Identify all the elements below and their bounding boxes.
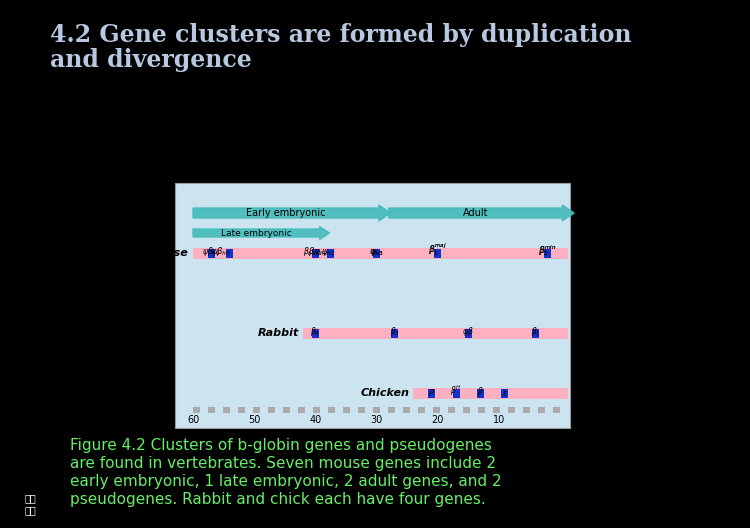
Text: $\beta_3$: $\beta_3$	[390, 325, 400, 338]
FancyBboxPatch shape	[523, 407, 530, 413]
FancyBboxPatch shape	[388, 407, 394, 413]
FancyBboxPatch shape	[283, 407, 290, 413]
Text: Rabbit: Rabbit	[258, 328, 299, 338]
FancyBboxPatch shape	[193, 407, 200, 413]
Text: $\beta_1$: $\beta_1$	[531, 325, 541, 338]
Text: pseudogenes. Rabbit and chick each have four genes.: pseudogenes. Rabbit and chick each have …	[70, 492, 486, 507]
Text: $\beta_2^{min}$: $\beta_2^{min}$	[538, 243, 557, 259]
Polygon shape	[193, 227, 329, 240]
FancyBboxPatch shape	[465, 328, 472, 337]
FancyBboxPatch shape	[478, 407, 484, 413]
FancyBboxPatch shape	[544, 249, 551, 258]
Text: 60: 60	[187, 415, 200, 425]
Text: $\beta_{h1}\psi_{h2}$: $\beta_{h1}\psi_{h2}$	[303, 246, 328, 259]
Text: Early embryonic: Early embryonic	[246, 208, 326, 218]
Text: 20: 20	[431, 415, 444, 425]
Text: $\psi \beta_{h0}$: $\psi \beta_{h0}$	[211, 246, 230, 259]
Text: $\beta_4$: $\beta_4$	[310, 325, 320, 338]
FancyBboxPatch shape	[428, 389, 435, 398]
Text: $\varepsilon$: $\varepsilon$	[502, 390, 508, 399]
Text: and divergence: and divergence	[50, 48, 252, 72]
FancyBboxPatch shape	[413, 388, 568, 399]
FancyBboxPatch shape	[226, 249, 233, 258]
FancyBboxPatch shape	[312, 328, 319, 337]
Text: $\rho$: $\rho$	[428, 388, 435, 399]
FancyBboxPatch shape	[373, 407, 380, 413]
FancyBboxPatch shape	[175, 183, 570, 428]
FancyBboxPatch shape	[532, 328, 539, 337]
Text: $\beta_1^{maj}$: $\beta_1^{maj}$	[428, 242, 447, 259]
FancyBboxPatch shape	[327, 249, 334, 258]
FancyBboxPatch shape	[448, 407, 454, 413]
Text: Mouse: Mouse	[148, 248, 189, 258]
Text: 清华
大学: 清华 大学	[24, 494, 36, 515]
Text: $\beta^H$: $\beta^H$	[450, 384, 462, 399]
FancyBboxPatch shape	[403, 407, 410, 413]
Text: Adult: Adult	[463, 208, 488, 218]
Text: Figure 4.2 Clusters of b-globin genes and pseudogenes: Figure 4.2 Clusters of b-globin genes an…	[70, 438, 492, 453]
FancyBboxPatch shape	[193, 248, 568, 259]
Text: $\beta_1^{maj}$: $\beta_1^{maj}$	[429, 242, 446, 259]
Text: $\beta_{h1}\psi_{h2}$: $\beta_{h1}\psi_{h2}$	[308, 246, 335, 259]
Polygon shape	[193, 205, 391, 221]
FancyBboxPatch shape	[358, 407, 364, 413]
FancyBboxPatch shape	[343, 407, 350, 413]
FancyBboxPatch shape	[268, 407, 274, 413]
FancyBboxPatch shape	[328, 407, 334, 413]
FancyBboxPatch shape	[553, 407, 560, 413]
FancyBboxPatch shape	[502, 389, 509, 398]
Text: Late embryonic: Late embryonic	[221, 229, 292, 238]
FancyBboxPatch shape	[418, 407, 424, 413]
Text: $\beta$: $\beta$	[477, 385, 484, 399]
Polygon shape	[388, 205, 574, 221]
FancyBboxPatch shape	[208, 249, 214, 258]
FancyBboxPatch shape	[312, 249, 319, 258]
Text: $\beta_2^{min}$: $\beta_2^{min}$	[539, 243, 556, 259]
FancyBboxPatch shape	[313, 407, 320, 413]
Text: early embryonic, 1 late embryonic, 2 adult genes, and 2: early embryonic, 1 late embryonic, 2 adu…	[70, 474, 502, 489]
Text: Chicken: Chicken	[360, 388, 410, 398]
Text: 10: 10	[493, 415, 505, 425]
Text: 30: 30	[370, 415, 382, 425]
Text: $\psi\beta_{h0}$: $\psi\beta_{h0}$	[202, 246, 220, 259]
FancyBboxPatch shape	[238, 407, 244, 413]
FancyBboxPatch shape	[223, 407, 230, 413]
FancyBboxPatch shape	[493, 407, 500, 413]
FancyBboxPatch shape	[463, 407, 470, 413]
Text: $\psi_{h3}$: $\psi_{h3}$	[370, 248, 383, 259]
FancyBboxPatch shape	[433, 407, 439, 413]
Text: kb: kb	[570, 415, 582, 425]
FancyBboxPatch shape	[452, 389, 460, 398]
FancyBboxPatch shape	[208, 407, 214, 413]
FancyBboxPatch shape	[373, 249, 380, 258]
FancyBboxPatch shape	[508, 407, 515, 413]
FancyBboxPatch shape	[434, 249, 441, 258]
Text: 50: 50	[248, 415, 260, 425]
FancyBboxPatch shape	[477, 389, 484, 398]
FancyBboxPatch shape	[538, 407, 544, 413]
Text: 40: 40	[309, 415, 322, 425]
FancyBboxPatch shape	[392, 328, 398, 337]
FancyBboxPatch shape	[298, 407, 304, 413]
Text: 4.2 Gene clusters are formed by duplication: 4.2 Gene clusters are formed by duplicat…	[50, 23, 631, 47]
FancyBboxPatch shape	[303, 327, 568, 338]
Text: $\psi\beta$: $\psi\beta$	[463, 325, 474, 338]
Text: are found in vertebrates. Seven mouse genes include 2: are found in vertebrates. Seven mouse ge…	[70, 456, 496, 471]
FancyBboxPatch shape	[253, 407, 260, 413]
Text: $\psi_{h3}$: $\psi_{h3}$	[369, 248, 384, 259]
